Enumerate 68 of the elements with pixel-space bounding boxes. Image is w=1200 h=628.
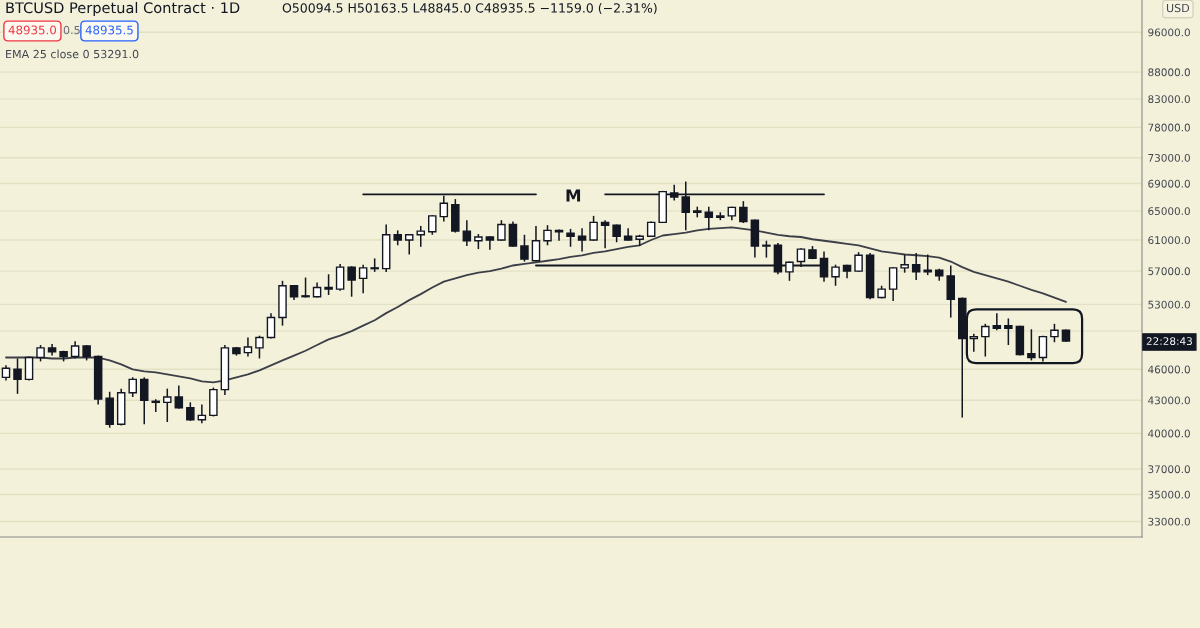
text: 22:28:43 [1146,337,1192,346]
candlestick [900,253,909,274]
candlestick [266,312,276,340]
candlestick [520,234,529,263]
candlestick [128,376,137,398]
chart-subtitle: O50094.5 H50163.5 L48845.0 C48935.5 −1159.0 (−2.31%) [282,2,657,15]
y-tick-label: 78000.0 [1148,123,1190,132]
y-tick-label: 69000.0 [1148,179,1190,188]
y-tick-label: 88000.0 [1148,68,1190,77]
annotation: 48935.5 [85,25,133,35]
y-tick-label: 96000.0 [1148,28,1190,37]
candlestick [577,227,587,253]
candlestick [186,401,195,422]
y-tick-label: 73000.0 [1148,153,1190,162]
candlestick [981,323,990,358]
candlestick [508,220,518,248]
candlestick [358,263,368,295]
candlestick [911,252,921,281]
candlestick [163,387,172,423]
candlestick [428,214,437,236]
candlestick [1050,323,1059,343]
candlestick [992,312,1002,331]
candlestick [854,251,863,273]
candlestick [1027,328,1036,362]
candlestick [831,263,840,287]
candlestick [888,266,898,302]
annotation: M [566,189,581,202]
candlestick [416,225,426,248]
candlestick [946,264,956,319]
candlestick [704,205,714,232]
chart-title: BTCUSD Perpetual Contract · 1D [6,1,240,17]
candlestick [554,228,564,242]
candlestick [739,200,748,224]
candlestick [13,357,22,395]
candlestick [404,233,414,256]
candlestick [347,265,356,298]
candlestick [335,263,345,292]
candlestick [589,215,598,242]
candlestick [497,219,506,242]
line-series [5,226,1067,384]
y-tick-label: 40000.0 [1148,429,1190,438]
y-tick-label: 57000.0 [1148,267,1190,276]
y-tick-label: 65000.0 [1148,207,1190,216]
y-tick-label: 53000.0 [1148,300,1190,309]
y-tick-label: 61000.0 [1148,236,1190,245]
y-tick-label: 35000.0 [1148,490,1190,499]
y-tick-label: 83000.0 [1148,95,1190,104]
y-tick-label: 46000.0 [1148,365,1190,374]
candlestick [255,334,264,360]
y-tick-label: 33000.0 [1148,517,1190,526]
candlestick [923,253,932,276]
candlestick [462,219,472,247]
candlestick [324,273,333,296]
y-tick-label: 37000.0 [1148,465,1190,474]
annotation: EMA 25 close 0 53291.0 [6,49,139,59]
y-tick-label: 43000.0 [1148,396,1190,405]
candlestick [531,225,541,263]
annotation: 48935.0 [8,25,57,35]
text: USD [1166,3,1190,13]
candlestick [600,219,610,250]
candlestick [1004,317,1013,346]
candlestick [301,276,310,299]
annotation: 0.5 [63,25,80,35]
candlestick [174,384,184,410]
candlestick [543,224,552,247]
candlestick [139,376,149,426]
candlestick [969,333,979,353]
candlestick [243,336,253,358]
